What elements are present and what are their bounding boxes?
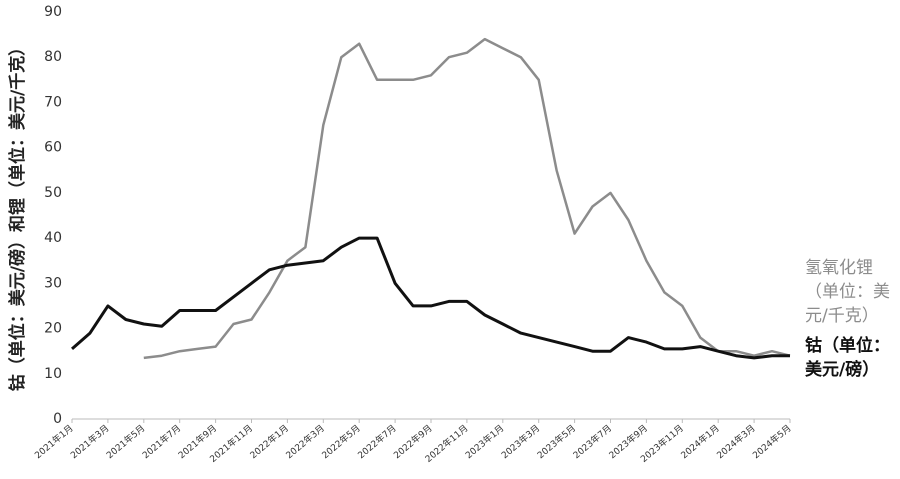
x-tick-label: 2024年1月: [678, 422, 721, 461]
y-tick-label: 80: [44, 49, 62, 65]
y-tick-label: 60: [44, 140, 62, 156]
y-tick-label: 0: [53, 411, 62, 427]
x-tick-label: 2023年1月: [463, 422, 506, 461]
y-tick-label: 90: [44, 4, 62, 20]
x-tick-label: 2024年5月: [750, 422, 793, 461]
x-tick-label: 2022年5月: [319, 422, 362, 461]
x-tick-label: 2023年5月: [535, 422, 578, 461]
x-tick-label: 2021年1月: [32, 422, 75, 461]
y-tick-label: 30: [44, 275, 62, 291]
series-line: [143, 37, 791, 360]
series-line: [71, 236, 790, 360]
x-tick-label: 2022年7月: [355, 422, 398, 461]
x-tick-label: 2022年1月: [247, 422, 290, 461]
y-axis-label: 钴（单位：美元/磅）和锂（单位：美元/千克）: [7, 39, 28, 391]
x-tick-label: 2021年7月: [140, 422, 183, 461]
x-tick-label: 2021年3月: [68, 422, 111, 461]
x-tick-label: 2023年3月: [499, 422, 542, 461]
x-tick-label: 2023年7月: [571, 422, 614, 461]
x-tick-label: 2024年3月: [714, 422, 757, 461]
x-tick-label: 2021年5月: [104, 422, 147, 461]
y-tick-label: 10: [44, 366, 62, 382]
y-tick-label: 20: [44, 321, 62, 337]
y-tick-label: 40: [44, 230, 62, 246]
x-tick-label: 2022年3月: [283, 422, 326, 461]
y-tick-label: 50: [44, 185, 62, 201]
legend-cobalt: 钴（单位：美元/磅）: [805, 336, 890, 380]
legend-lithium: 氢氧化锂（单位：美元/千克）: [805, 258, 890, 326]
y-tick-label: 70: [44, 94, 62, 110]
